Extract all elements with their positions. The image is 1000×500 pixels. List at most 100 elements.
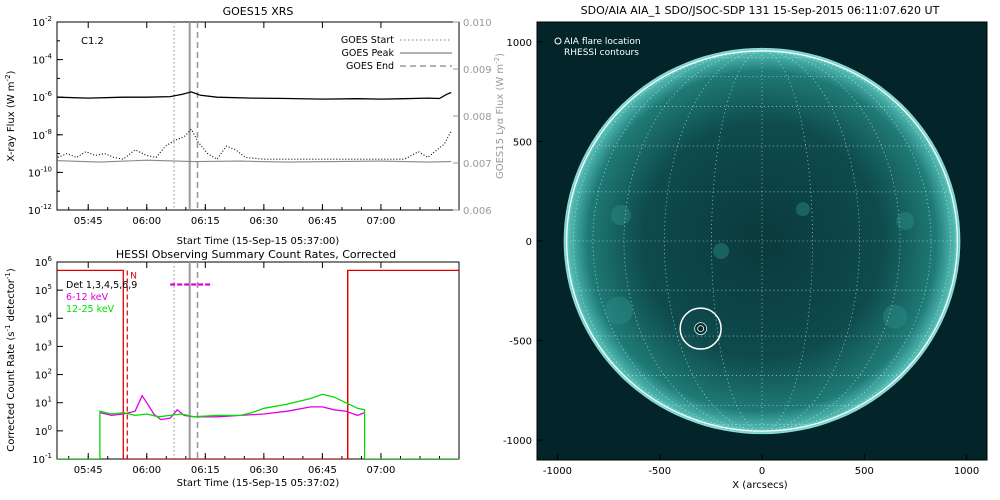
goes-x-tick-label: 07:00 — [367, 216, 396, 227]
hessi-x-ticks: 05:45 06:00 06:15 06:30 06:45 07:00 — [68, 262, 441, 476]
active-region — [604, 296, 633, 325]
hessi-series-12-25-kev — [57, 393, 459, 459]
goes-series — [57, 91, 452, 163]
aia-legend-rhessi: RHESSI contours — [564, 48, 639, 58]
hessi-legend-12-25: 12-25 keV — [66, 304, 115, 315]
hessi-series — [57, 269, 459, 459]
goes-x-tick-label: 06:15 — [191, 216, 220, 227]
goes-y2label: GOES15 Lyα Flux (W m-2) — [493, 53, 506, 179]
goes-series-short — [57, 128, 452, 160]
goes-x-tick-label: 06:45 — [308, 216, 337, 227]
active-region — [882, 304, 907, 329]
aia-y-tick-label: 0 — [526, 237, 532, 248]
aia-y-tick-label: -500 — [509, 337, 532, 348]
hessi-y-tick-label: 10-1 — [32, 452, 52, 466]
hessi-y-tick-label: 102 — [35, 368, 52, 382]
aia-legend: AIA flare location RHESSI contours — [554, 37, 641, 58]
goes-x-tick-label: 06:30 — [249, 216, 278, 227]
aia-x-ticks: -1000 -500 0 500 1000 — [543, 454, 979, 477]
aia-x-tick-label: 500 — [855, 466, 874, 477]
hessi-y-tick-label: 104 — [35, 311, 53, 325]
aia-x-tick-label: -500 — [648, 466, 671, 477]
goes-ylabel: X-ray Flux (W m-2) — [4, 70, 17, 161]
goes-y-tick-label: 10-4 — [32, 53, 52, 67]
goes-x-tick-label: 06:00 — [132, 216, 161, 227]
hessi-flag-label: N — [130, 271, 137, 281]
hessi-y-tick-label: 100 — [35, 424, 52, 438]
goes-y2-ticks: 0.006 0.007 0.008 0.009 0.010 — [453, 18, 492, 217]
goes-frame — [56, 21, 460, 211]
hessi-x-tick-label: 05:45 — [74, 465, 103, 476]
goes-x-tick-label: 05:45 — [74, 216, 103, 227]
rhessi-contour — [694, 322, 708, 336]
sun-disk — [563, 47, 961, 435]
goes-y-tick-label: 10-10 — [28, 165, 52, 179]
goes-x-ticks: 05:45 06:00 06:15 06:30 06:45 07:00 — [68, 22, 441, 227]
aia-legend-flare: AIA flare location — [564, 37, 641, 47]
aia-x-tick-label: -1000 — [543, 466, 572, 477]
aia-x-tick-label: 1000 — [954, 466, 979, 477]
hessi-panel: HESSI Observing Summary Count Rates, Cor… — [4, 248, 460, 489]
aia-y-tick-label: 500 — [513, 137, 532, 148]
aia-panel: SDO/AIA AIA_1 SDO/JSOC-SDP 131 15-Sep-20… — [503, 4, 988, 491]
hessi-y-tick-label: 105 — [35, 283, 52, 297]
goes-xlabel: Start Time (15-Sep-15 05:37:00) — [177, 236, 340, 247]
goes-y-tick-label: 10-6 — [32, 90, 52, 104]
longitude-grid-line — [623, 50, 763, 432]
aia-legend-circle-icon — [554, 37, 562, 45]
goes-y-ticks: 10-12 10-10 10-8 10-6 10-4 10-2 — [28, 15, 63, 217]
goes-panel: GOES15 XRS 05:45 06:00 06:15 06:30 06:45 07:0… — [4, 5, 506, 247]
hessi-x-tick-label: 06:00 — [132, 465, 161, 476]
active-region — [795, 202, 810, 217]
goes-y2-tick-label: 0.007 — [463, 159, 492, 170]
solar-limb — [566, 50, 958, 432]
goes-title: GOES15 XRS — [223, 5, 294, 18]
aia-y-tick-label: -1000 — [503, 436, 532, 447]
hessi-legend: Det 1,3,4,5,6,9 6-12 keV 12-25 keV — [66, 280, 137, 315]
aia-y-tick-label: 1000 — [507, 38, 532, 49]
aia-sun — [563, 47, 961, 435]
aia-y-ticks: 1000 500 0 -500 -1000 — [503, 38, 543, 447]
hessi-title: HESSI Observing Summary Count Rates, Cor… — [116, 248, 396, 261]
flare-location-circle — [679, 307, 722, 350]
goes-legend: GOES Start GOES Peak GOES End — [341, 35, 452, 72]
goes-y2-tick-label: 0.006 — [463, 206, 492, 217]
hessi-y-tick-label: 106 — [35, 255, 53, 269]
active-region — [713, 242, 730, 259]
hessi-frame — [56, 261, 460, 460]
aia-title: SDO/AIA AIA_1 SDO/JSOC-SDP 131 15-Sep-20… — [581, 4, 940, 17]
hessi-y-tick-label: 101 — [35, 396, 52, 410]
hessi-legend-det: Det 1,3,4,5,6,9 — [66, 280, 137, 291]
goes-y2-tick-label: 0.010 — [463, 18, 492, 29]
hessi-ylabel: Corrected Count Rate (s-1 detector-1) — [4, 268, 17, 452]
goes-series-ly- — [57, 159, 452, 163]
goes-y-tick-label: 10-12 — [28, 203, 52, 217]
goes-series-long — [57, 91, 452, 100]
hessi-y-ticks: 10-1 100 101 102 103 104 105 106 — [32, 255, 63, 466]
hessi-x-tick-label: 06:15 — [191, 465, 220, 476]
goes-legend-start: GOES Start — [341, 35, 394, 46]
goes-y2-tick-label: 0.009 — [463, 65, 492, 76]
hessi-series-det-1-3-4-5-6-9 — [57, 269, 459, 459]
goes-y-tick-label: 10-2 — [32, 15, 52, 29]
longitude-grid-line — [761, 50, 813, 432]
goes-y2-tick-label: 0.008 — [463, 112, 492, 123]
longitude-grid-line — [761, 50, 901, 432]
hessi-legend-6-12: 6-12 keV — [66, 292, 109, 303]
hessi-event-lines — [126, 262, 349, 459]
hessi-y-tick-label: 103 — [35, 339, 52, 353]
longitude-grid-line — [711, 50, 763, 432]
goes-legend-end: GOES End — [346, 61, 394, 72]
hessi-x-tick-label: 06:45 — [308, 465, 337, 476]
aia-xlabel: X (arcsecs) — [732, 480, 788, 491]
hessi-x-tick-label: 06:30 — [249, 465, 278, 476]
rhessi-contour-inner — [697, 325, 705, 333]
active-region — [610, 205, 631, 226]
hessi-xlabel: Start Time (15-Sep-15 05:37:02) — [177, 478, 340, 489]
aia-x-tick-label: 0 — [759, 466, 765, 477]
goes-y-tick-label: 10-8 — [32, 128, 52, 142]
goes-annotation: C1.2 — [81, 36, 104, 47]
active-region — [896, 212, 915, 231]
